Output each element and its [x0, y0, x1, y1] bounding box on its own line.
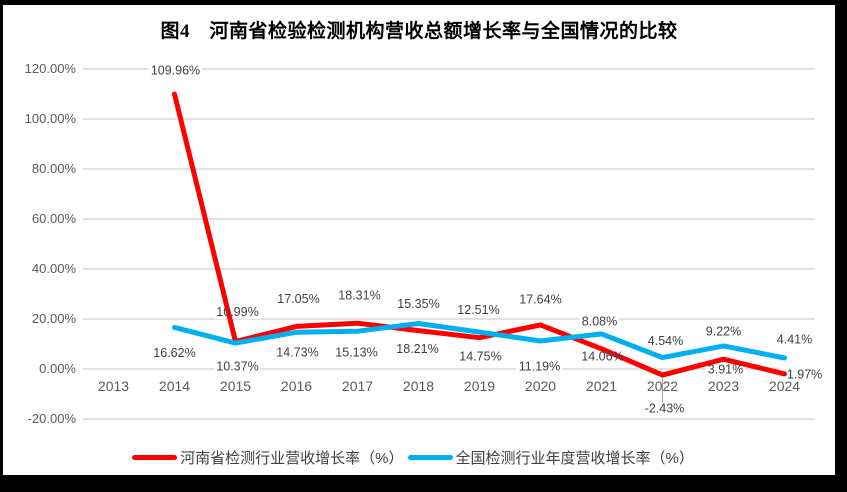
data-label-bg — [274, 344, 321, 360]
data-label: 14.75% — [459, 350, 501, 364]
data-label: 4.54% — [648, 334, 683, 348]
data-label: 10.37% — [216, 360, 258, 374]
legend-item: 河南省检测行业营收增长率（%） — [132, 447, 404, 468]
data-label-bg — [641, 400, 688, 416]
x-axis-tick-label: 2023 — [707, 378, 740, 394]
data-label: 18.31% — [338, 289, 380, 303]
x-axis-tick-label: 2016 — [280, 378, 313, 394]
y-axis-tick-label: 120.00% — [24, 61, 76, 76]
legend: 河南省检测行业营收增长率（%） 全国检测行业年度营收增长率（%） — [3, 447, 823, 468]
legend-line-swatch — [407, 455, 453, 460]
data-label: -1.97% — [783, 367, 823, 381]
data-label-bg — [703, 323, 744, 339]
data-label-bg — [395, 296, 442, 312]
series-line-henan — [172, 91, 787, 378]
data-label-bg — [148, 62, 203, 78]
data-label-bg — [517, 291, 564, 307]
data-label-bg — [214, 358, 261, 374]
y-axis-tick-label: 40.00% — [31, 261, 76, 276]
data-label: 10.99% — [216, 305, 258, 319]
frame-border-left — [0, 0, 3, 492]
frame-border-top — [0, 0, 847, 5]
x-axis-tick-label: 2024 — [768, 378, 801, 394]
data-label-bg — [275, 290, 322, 306]
data-label: 18.21% — [396, 342, 438, 356]
data-label: 3.91% — [708, 363, 743, 377]
x-axis-tick-label: 2017 — [341, 378, 374, 394]
legend-label: 全国检测行业年度营收增长率（%） — [455, 450, 694, 467]
y-axis-tick-label: 60.00% — [31, 211, 76, 226]
data-label: -2.43% — [645, 402, 685, 416]
x-axis-tick-label: 2020 — [524, 378, 557, 394]
data-label: 12.51% — [457, 303, 499, 317]
x-axis-tick-label: 2021 — [585, 378, 618, 394]
data-label-bg — [779, 366, 826, 382]
x-axis-tick-label: 2013 — [97, 378, 130, 394]
x-axis-tick-label: 2014 — [158, 378, 191, 394]
chart-title: 图4 河南省检验检测机构营收总额增长率与全国情况的比较 — [160, 21, 678, 42]
data-label: 4.41% — [777, 332, 812, 346]
data-label: 8.08% — [582, 314, 617, 328]
data-label-bg — [645, 333, 686, 349]
legend-item: 全国检测行业年度营收增长率（%） — [407, 447, 694, 468]
y-axis-tick-label: 100.00% — [24, 111, 76, 126]
data-label-bg — [394, 340, 441, 356]
x-axis-tick-label: 2022 — [646, 378, 679, 394]
data-label: 16.62% — [153, 346, 195, 360]
data-label: 17.64% — [519, 292, 561, 306]
x-axis-tick-label: 2018 — [402, 378, 435, 394]
legend-line-swatch — [132, 455, 178, 460]
legend-label: 河南省检测行业营收增长率（%） — [180, 450, 404, 467]
data-label-bg — [333, 344, 380, 360]
data-label-bg — [579, 313, 620, 329]
series-line-national — [172, 321, 787, 361]
y-axis-tick-label: 80.00% — [31, 161, 76, 176]
frame-border-right — [835, 0, 847, 492]
x-axis-tick-label: 2019 — [463, 378, 496, 394]
data-label: 109.96% — [151, 64, 200, 78]
y-axis-tick-label: -20.00% — [27, 411, 76, 426]
data-label-bg — [336, 287, 383, 303]
y-axis-tick-label: 20.00% — [31, 311, 76, 326]
data-label: 9.22% — [706, 324, 741, 338]
data-label-bg — [151, 344, 198, 360]
frame-border-bottom — [0, 475, 847, 492]
data-label: 17.05% — [277, 292, 319, 306]
data-label-bg — [457, 348, 504, 364]
data-label-bg — [455, 302, 502, 318]
data-label: 11.19% — [519, 360, 560, 374]
data-label: 14.73% — [276, 346, 318, 360]
y-axis-tick-label: 0.00% — [39, 361, 76, 376]
data-label: 15.13% — [335, 346, 377, 360]
data-label: 15.35% — [397, 297, 439, 311]
data-label-bg — [516, 358, 563, 374]
x-axis-tick-label: 2015 — [219, 378, 252, 394]
data-label: 14.06% — [581, 349, 623, 363]
data-label-bg — [705, 361, 746, 377]
data-label-bg — [774, 331, 815, 347]
